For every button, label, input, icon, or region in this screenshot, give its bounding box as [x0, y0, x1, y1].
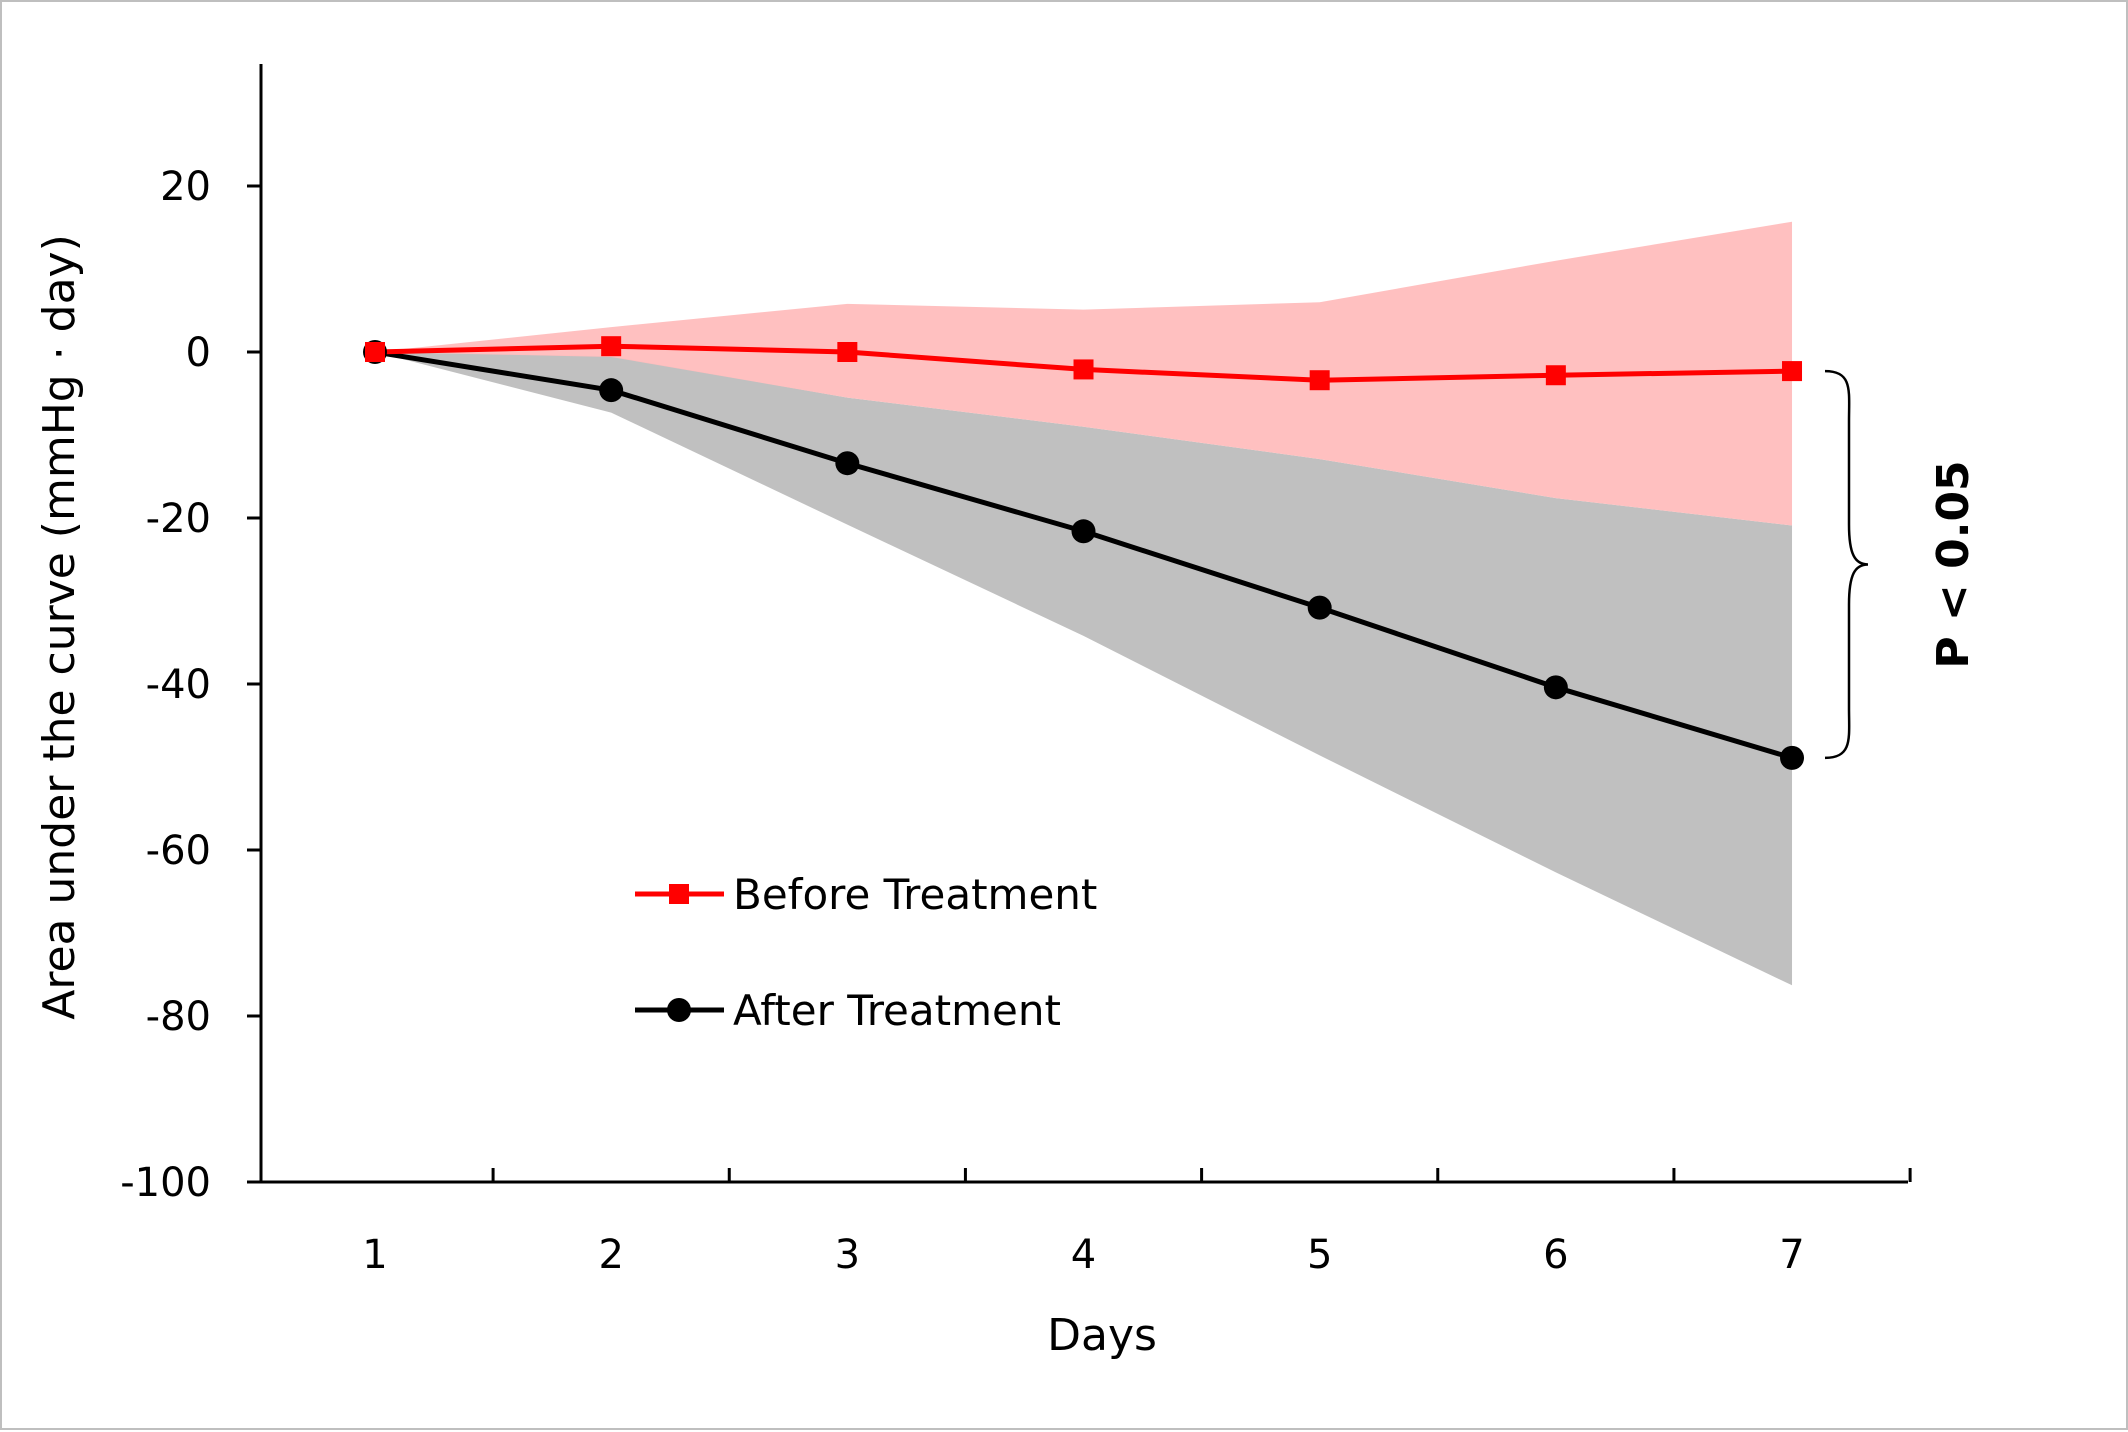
x-tick-label: 4	[1071, 1232, 1096, 1278]
marker-before-treatment	[1782, 361, 1803, 382]
legend: Before Treatment After Treatment	[635, 870, 1097, 1035]
y-tick-label: 20	[160, 164, 211, 210]
x-tick-label: 6	[1543, 1232, 1568, 1278]
x-axis-title: Days	[1047, 1310, 1157, 1361]
marker-after-treatment	[1071, 519, 1096, 544]
band-after-treatment	[375, 352, 1793, 986]
marker-before-treatment	[837, 342, 858, 362]
y-tick-label: -80	[146, 994, 211, 1040]
y-tick-label: -100	[120, 1160, 211, 1206]
x-tick-label: 3	[835, 1232, 860, 1278]
x-tick-label: 1	[362, 1232, 387, 1278]
y-tick-label: -60	[146, 828, 211, 874]
marker-after-treatment	[599, 378, 624, 403]
marker-after-treatment	[1307, 595, 1332, 620]
y-tick-label: -40	[146, 662, 211, 708]
x-tick-label: 2	[598, 1232, 623, 1278]
x-tick-label: 7	[1779, 1232, 1804, 1278]
marker-before-treatment	[601, 336, 622, 357]
legend-label-after: After Treatment	[733, 986, 1061, 1035]
y-axis-title: Area under the curve (mmHg · day)	[34, 234, 85, 1020]
legend-marker-before	[669, 884, 689, 904]
marker-before-treatment	[1309, 370, 1330, 391]
marker-after-treatment	[1543, 675, 1568, 700]
axes: 20 0 -20 -40 -60 -80 -100 1 2 3 4 5 6 7	[120, 64, 1912, 1278]
legend-label-before: Before Treatment	[733, 870, 1097, 919]
significance-annotation: P < 0.05	[1824, 369, 1979, 760]
y-tick-label: -20	[146, 496, 211, 542]
significance-brace	[1824, 369, 1869, 760]
y-tick-label: 0	[186, 330, 211, 376]
significance-label: P < 0.05	[1928, 460, 1979, 668]
marker-after-treatment	[835, 451, 860, 476]
marker-before-treatment	[1545, 365, 1566, 386]
marker-after-treatment	[1780, 745, 1805, 770]
x-tick-label: 5	[1307, 1232, 1332, 1278]
series-markers	[363, 336, 1805, 770]
legend-marker-after	[667, 998, 691, 1022]
marker-before-treatment	[1073, 359, 1094, 380]
marker-before-treatment	[365, 342, 385, 362]
